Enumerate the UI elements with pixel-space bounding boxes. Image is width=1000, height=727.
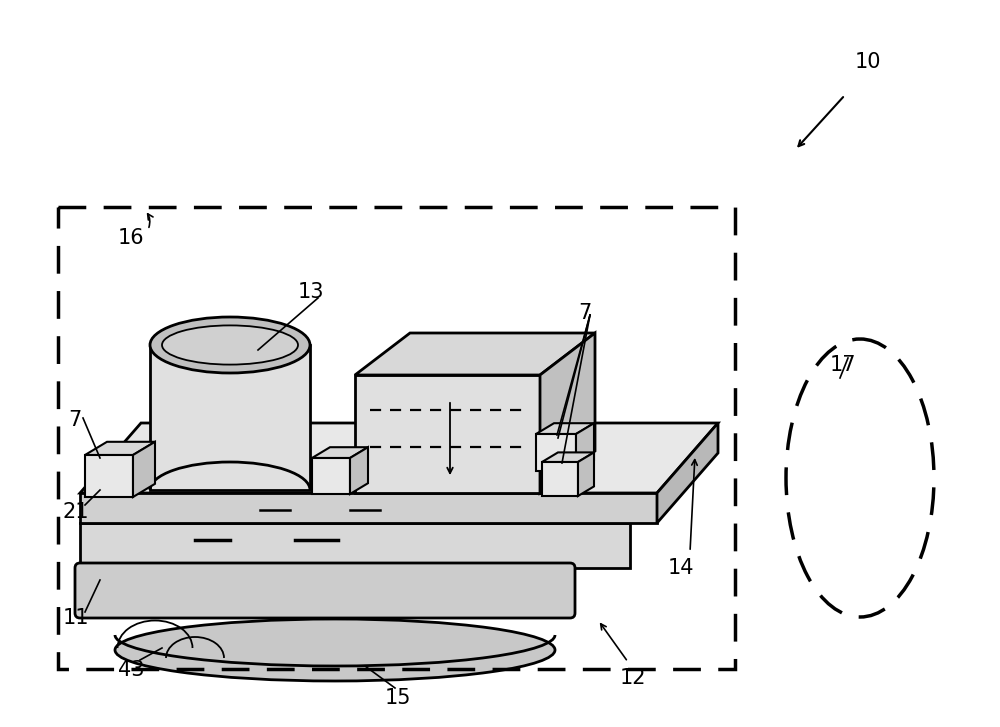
Polygon shape [80,493,657,523]
Polygon shape [312,447,368,458]
Polygon shape [657,423,718,523]
Text: 7: 7 [68,410,81,430]
Ellipse shape [150,317,310,373]
Text: 13: 13 [298,282,324,302]
Polygon shape [350,447,368,494]
Polygon shape [355,375,540,493]
Polygon shape [578,452,594,496]
Text: 17: 17 [830,355,856,375]
Polygon shape [576,423,594,471]
Polygon shape [536,423,594,434]
Text: 15: 15 [385,688,412,708]
FancyBboxPatch shape [75,563,575,618]
Polygon shape [133,442,155,497]
Text: 43: 43 [118,660,144,680]
Polygon shape [536,434,576,471]
Polygon shape [355,333,595,375]
Polygon shape [80,423,718,493]
Polygon shape [80,523,630,568]
Text: 21: 21 [62,502,88,522]
Polygon shape [542,452,594,462]
Polygon shape [85,455,133,497]
Polygon shape [542,462,578,496]
Text: 10: 10 [855,52,882,72]
Text: 12: 12 [620,668,646,688]
Polygon shape [312,458,350,494]
Polygon shape [150,345,310,490]
Polygon shape [540,333,595,493]
Ellipse shape [115,619,555,681]
Ellipse shape [162,326,298,365]
Polygon shape [85,442,155,455]
Text: 14: 14 [668,558,694,578]
Text: 16: 16 [118,228,145,248]
Bar [58,207,735,669]
Text: 7: 7 [578,303,591,323]
Text: 11: 11 [63,608,90,628]
